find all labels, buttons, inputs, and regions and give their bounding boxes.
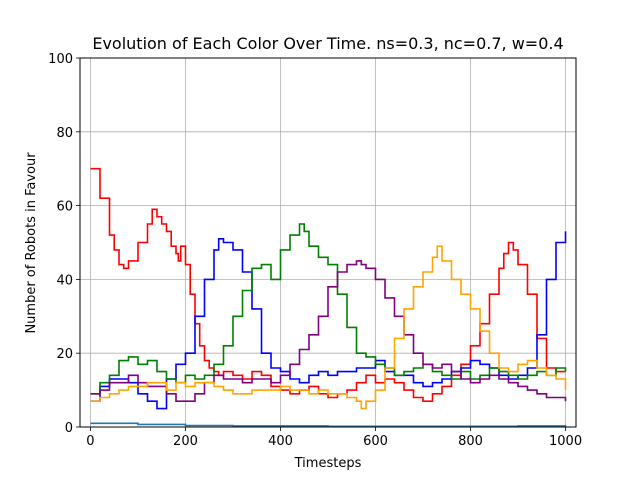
series-line-4 (90, 245, 567, 410)
x-tick-label: 600 (363, 434, 388, 449)
series-line-1 (90, 231, 567, 410)
y-tick-label: 100 (48, 52, 73, 67)
y-tick-label: 0 (65, 421, 73, 436)
y-tick-label: 20 (56, 347, 73, 362)
y-tick-label: 60 (56, 200, 73, 215)
plot-area-frame (79, 57, 577, 428)
x-axis-ticks: 0 200 400 600 800 1000 (86, 427, 582, 449)
x-tick-label: 0 (86, 434, 94, 449)
y-tick-label: 40 (56, 273, 73, 288)
x-tick-label: 1000 (549, 434, 582, 449)
series-line-3 (90, 260, 567, 402)
y-axis-ticks: 0 20 40 60 80 100 (48, 52, 80, 436)
x-tick-label: 400 (268, 434, 293, 449)
series-group (90, 167, 567, 428)
series-line-0 (90, 167, 566, 402)
x-tick-label: 800 (458, 434, 483, 449)
x-axis-label: Timesteps (294, 456, 362, 471)
x-tick-label: 200 (173, 434, 198, 449)
chart-title: Evolution of Each Color Over Time. ns=0.… (92, 34, 563, 53)
series-line-5 (90, 422, 567, 428)
y-axis-label: Number of Robots in Favour (24, 152, 39, 334)
y-tick-label: 80 (56, 126, 73, 141)
